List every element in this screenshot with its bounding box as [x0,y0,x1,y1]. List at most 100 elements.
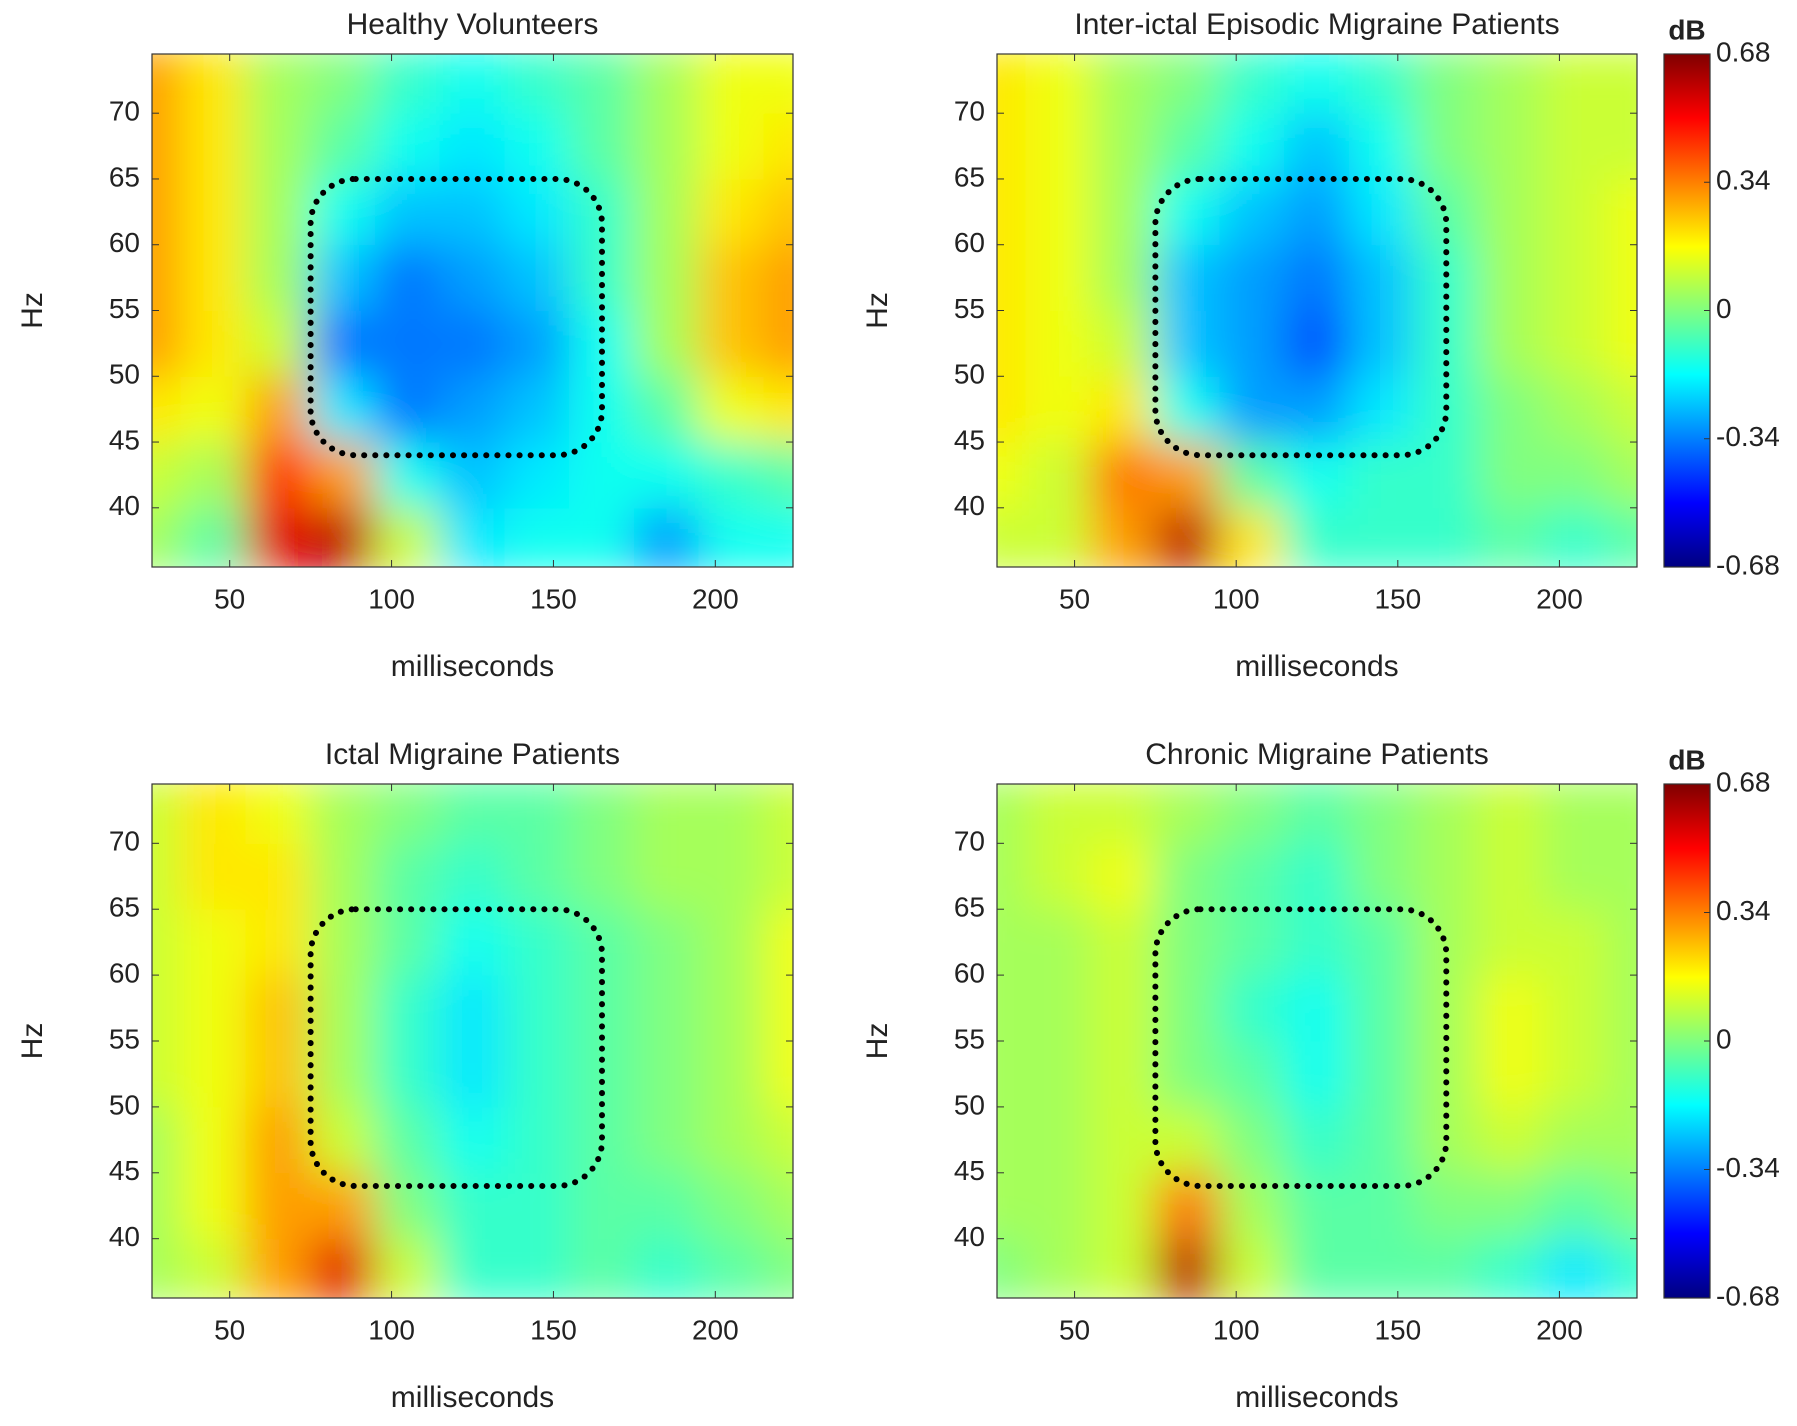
heatmap-cell [1413,112,1480,180]
x-tick-label: 200 [692,1314,739,1345]
y-tick-label: 70 [954,96,985,127]
heatmap-cell [1090,1172,1156,1240]
heatmap-cell [763,1040,793,1108]
y-tick-label: 40 [954,490,985,521]
heatmap-cell [1154,1238,1221,1298]
heatmap-cell [245,507,312,567]
heatmap-cell [1542,310,1609,377]
heatmap-cell [1025,784,1092,844]
heatmap-cell [245,908,312,976]
heatmap-cell [763,1238,793,1298]
heatmap-cell [439,441,506,509]
heatmap-cell [152,310,182,377]
heatmap-cell [1348,244,1415,311]
heatmap-cell [180,244,247,311]
x-tick-label: 100 [1213,583,1260,614]
heatmap-cell [374,842,441,910]
heatmap-cell [698,842,765,910]
heatmap-cell [504,54,571,114]
y-tick-label: 45 [109,1155,140,1186]
heatmap-cell [698,1040,765,1108]
heatmap-cell [997,310,1027,377]
heatmap-cell [152,1040,182,1108]
heatmap-cells [997,784,1637,1298]
x-tick-label: 50 [1059,583,1090,614]
heatmap-cell [180,507,247,567]
heatmap-cell [763,1106,793,1174]
heatmap-cell [504,974,571,1042]
heatmap-cell [633,784,700,844]
heatmap-cell [1607,310,1637,377]
heatmap-cells [152,54,793,567]
heatmap-cell [698,1238,765,1298]
heatmap-cell [1413,507,1480,567]
heatmap-cell [504,1238,571,1298]
heatmap-cell [633,974,700,1042]
y-axis-label: Hz [861,292,894,329]
heatmap-cell [1478,1172,1544,1240]
heatmap-cell [245,1040,312,1108]
colorbar [1663,53,1711,568]
heatmap-cell [439,974,506,1042]
heatmap-cell [374,1238,441,1298]
heatmap-cell [1025,1040,1092,1108]
y-tick-label: 50 [954,359,985,390]
heatmap-cell [1154,178,1221,246]
heatmap-cell [1090,178,1156,246]
heatmap-cell [504,1172,571,1240]
y-tick-label: 70 [109,96,140,127]
heatmap-cell [374,310,441,377]
heatmap-cell [1025,112,1092,180]
heatmap-cell [374,974,441,1042]
heatmap-cell [152,974,182,1042]
heatmap-cell [997,1106,1027,1174]
heatmap-cell [1219,507,1286,567]
heatmap-cell [569,244,635,311]
heatmap-cell [1025,54,1092,114]
heatmap-cell [633,178,700,246]
heatmap-cell [245,54,312,114]
y-tick-label: 40 [954,1221,985,1252]
heatmap-cell [569,908,635,976]
heatmap-cell [1219,1106,1286,1174]
heatmap-cell [1348,112,1415,180]
heatmap-cell [1154,375,1221,443]
heatmap-cell [569,1172,635,1240]
heatmap-cell [1219,784,1286,844]
heatmap-cell [1154,908,1221,976]
heatmap-cell [698,908,765,976]
heatmap-cell [633,54,700,114]
heatmap-cell [1025,1238,1092,1298]
heatmap-cell [763,54,793,114]
heatmap-cell [439,310,506,377]
x-tick-label: 50 [214,1314,245,1345]
y-tick-label: 60 [109,227,140,258]
x-tick-label: 200 [1536,1314,1583,1345]
heatmap-cell [1219,112,1286,180]
heatmap-cell [504,842,571,910]
heatmap-cell [1478,507,1544,567]
heatmap-cell [439,1106,506,1174]
y-tick-label: 40 [109,1221,140,1252]
heatmap-cell [245,974,312,1042]
heatmap-cell [997,1040,1027,1108]
heatmap-cells [152,784,793,1298]
heatmap-cell [310,908,376,976]
y-tick-label: 55 [109,293,140,324]
heatmap-cell [1348,908,1415,976]
heatmap-cell [569,54,635,114]
heatmap-cell [997,244,1027,311]
heatmap-cell [763,375,793,443]
heatmap-cell [180,908,247,976]
x-axis-label: milliseconds [1235,1381,1398,1414]
heatmap-panel [997,784,1637,1298]
colorbar [1663,783,1711,1299]
heatmap-cell [633,244,700,311]
heatmap-cell [1284,375,1350,443]
heatmap-cell [1478,908,1544,976]
heatmap-cell [763,244,793,311]
heatmap-cell [180,1106,247,1174]
y-tick-label: 65 [954,161,985,192]
heatmap-cell [310,112,376,180]
heatmap-cell [1413,784,1480,844]
